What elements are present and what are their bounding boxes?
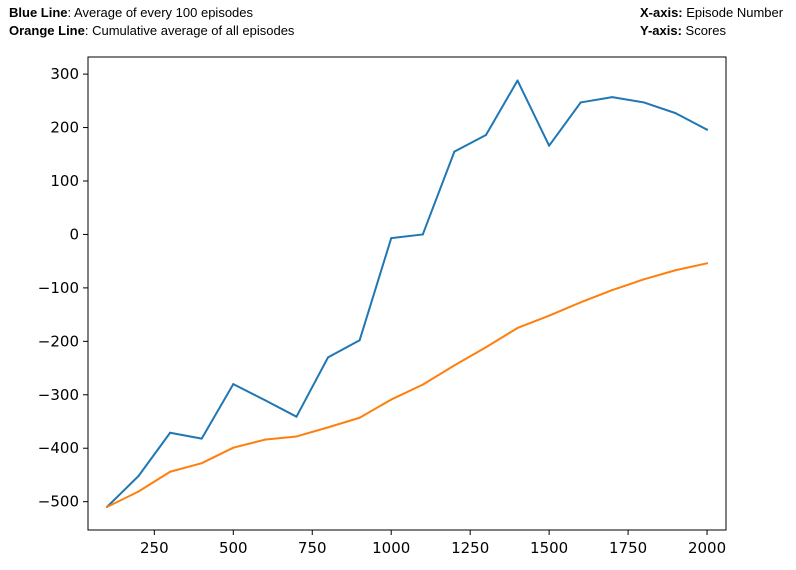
data-point-blue <box>137 475 140 478</box>
caption-axis-description: X-axis: Episode Number Y-axis: Scores <box>640 4 783 40</box>
series-line-orange <box>105 262 709 509</box>
data-point-orange <box>706 262 709 265</box>
plot-area: 250 500 750 1000 1250 1500 1750 20003002001000−… <box>38 56 727 557</box>
x-tick-label: 750 <box>298 539 327 557</box>
data-point-orange <box>295 435 298 438</box>
data-point-blue <box>200 437 203 440</box>
data-point-orange <box>453 364 456 367</box>
data-point-orange <box>358 416 361 419</box>
axes-frame <box>87 56 727 531</box>
data-point-blue <box>169 431 172 434</box>
data-point-blue <box>453 150 456 153</box>
y-tick-label: −100 <box>38 279 79 297</box>
data-point-orange <box>611 289 614 292</box>
data-point-orange <box>200 462 203 465</box>
data-point-blue <box>484 134 487 137</box>
data-point-blue <box>263 399 266 402</box>
data-point-blue <box>642 101 645 104</box>
caption-orange-line-value: : Cumulative average of all episodes <box>84 23 295 38</box>
caption-blue-line-value: : Average of every 100 episodes <box>67 5 254 20</box>
data-point-orange <box>579 301 582 304</box>
caption-y-axis-value: Scores <box>681 23 726 38</box>
data-point-blue <box>327 356 330 359</box>
data-point-blue <box>548 144 551 147</box>
caption-x-axis-key: X-axis: <box>640 5 683 20</box>
data-point-orange <box>516 326 519 329</box>
data-point-orange <box>674 269 677 272</box>
caption-blue-line: Blue Line: Average of every 100 episodes <box>9 4 294 22</box>
data-point-blue <box>358 339 361 342</box>
data-point-blue <box>390 237 393 240</box>
y-tick-label: −400 <box>38 439 79 457</box>
caption-x-axis-value: Episode Number <box>682 5 784 20</box>
caption-legend-description: Blue Line: Average of every 100 episodes… <box>9 4 294 40</box>
data-point-blue <box>611 96 614 99</box>
caption-orange-line: Orange Line: Cumulative average of all e… <box>9 22 294 40</box>
y-tick-label: 100 <box>50 172 79 190</box>
data-point-orange <box>327 426 330 429</box>
series-line-blue <box>105 79 709 509</box>
data-point-blue <box>295 415 298 418</box>
data-point-orange <box>484 346 487 349</box>
caption-blue-line-key: Blue Line <box>9 5 68 20</box>
data-point-orange <box>390 398 393 401</box>
data-point-blue <box>232 383 235 386</box>
y-tick-label: 300 <box>50 65 79 83</box>
data-point-blue <box>579 101 582 104</box>
data-point-orange <box>169 470 172 473</box>
data-point-orange <box>137 490 140 493</box>
caption-orange-line-key: Orange Line <box>9 23 85 38</box>
y-tick-label: −300 <box>38 386 79 404</box>
x-tick-label: 1250 <box>451 539 489 557</box>
caption-y-axis: Y-axis: Scores <box>640 22 783 40</box>
x-tick-label: 1500 <box>530 539 568 557</box>
data-point-orange <box>421 383 424 386</box>
data-point-orange <box>263 438 266 441</box>
x-tick-label: 1000 <box>372 539 410 557</box>
x-tick-label: 1750 <box>609 539 647 557</box>
data-point-blue <box>516 79 519 82</box>
caption-y-axis-key: Y-axis: <box>640 23 682 38</box>
y-tick-label: −500 <box>38 493 79 511</box>
data-point-orange <box>232 446 235 449</box>
data-point-orange <box>548 314 551 317</box>
data-point-orange <box>642 278 645 281</box>
y-tick-label: 200 <box>50 119 79 137</box>
data-point-blue <box>706 128 709 131</box>
data-point-blue <box>421 233 424 236</box>
y-tick-label: 0 <box>69 225 79 243</box>
data-point-blue <box>674 112 677 115</box>
x-tick-label: 2000 <box>688 539 726 557</box>
data-point-orange <box>105 506 108 509</box>
caption-x-axis: X-axis: Episode Number <box>640 4 783 22</box>
x-tick-label: 250 <box>140 539 169 557</box>
x-tick-label: 500 <box>219 539 248 557</box>
y-tick-label: −200 <box>38 332 79 350</box>
